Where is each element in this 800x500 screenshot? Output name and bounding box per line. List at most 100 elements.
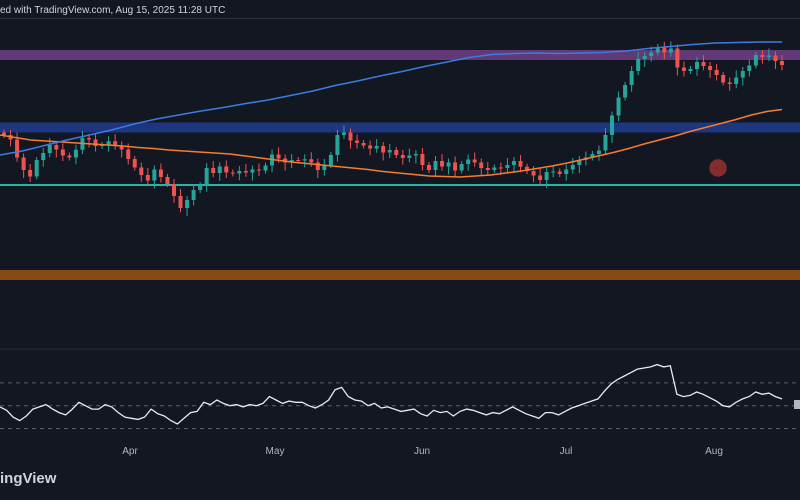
candle-body	[649, 52, 654, 56]
candle-body	[86, 138, 91, 140]
x-axis-label: Apr	[122, 446, 138, 457]
candle-body	[237, 171, 242, 174]
candle-body	[315, 162, 320, 170]
candle-body	[394, 150, 399, 155]
candle-body	[623, 85, 628, 98]
candle-body	[525, 166, 530, 171]
candle-body	[708, 66, 713, 70]
moving-average-slow-line	[0, 41, 782, 156]
candle-body	[531, 171, 536, 176]
candle-body	[263, 165, 268, 171]
candle-body	[662, 47, 667, 53]
candle-body	[472, 159, 477, 163]
candle-body	[152, 169, 157, 181]
moving-average-fast-line	[0, 108, 783, 178]
resistance-zone-purple	[0, 50, 800, 60]
header-divider	[0, 18, 800, 19]
zones-layer	[0, 50, 800, 280]
candle-body	[721, 75, 726, 83]
candle-body	[198, 185, 203, 190]
candle-body	[740, 71, 745, 78]
candle-body	[60, 149, 65, 156]
candle-body	[341, 132, 346, 135]
candle-body	[498, 167, 503, 169]
candle-body	[368, 145, 373, 149]
candle-body	[256, 169, 261, 171]
candle-body	[126, 149, 131, 159]
candle-body	[433, 161, 438, 170]
candle-body	[466, 159, 471, 164]
candle-body	[610, 115, 615, 135]
candle-body	[407, 155, 412, 158]
candle-body	[616, 97, 621, 116]
candle-body	[734, 77, 739, 84]
candle-body	[93, 139, 98, 146]
candle-body	[250, 169, 255, 173]
candle-body	[47, 145, 52, 153]
candle-body	[185, 200, 190, 208]
candle-body	[145, 175, 150, 181]
candle-body	[217, 166, 222, 173]
candle-body	[296, 160, 301, 161]
candle-body	[309, 159, 314, 163]
candle-body	[629, 71, 634, 85]
candle-body	[178, 196, 183, 208]
rsi-line	[0, 363, 783, 425]
candle-body	[603, 135, 608, 151]
candle-body	[21, 157, 26, 170]
candle-body	[479, 162, 484, 168]
candle-body	[243, 171, 248, 173]
candle-body	[570, 165, 575, 170]
candle-body	[211, 168, 216, 173]
candle-body	[400, 155, 405, 158]
candle-body	[139, 167, 144, 175]
candle-body	[459, 164, 464, 171]
candle-body	[747, 65, 752, 71]
candle-body	[355, 140, 360, 143]
candle-body	[335, 135, 340, 155]
candle-body	[714, 70, 719, 75]
x-axis-label: Jun	[414, 446, 430, 457]
candle-body	[67, 155, 72, 158]
candle-body	[361, 143, 366, 146]
candle-body	[505, 165, 510, 168]
candle-body	[289, 160, 294, 163]
candle-body	[518, 161, 523, 167]
candle-body	[590, 154, 595, 158]
support-zone-orange	[0, 270, 800, 280]
candle-body	[773, 55, 778, 61]
candle-body	[426, 165, 431, 170]
candle-body	[106, 141, 111, 145]
candle-body	[760, 55, 765, 57]
candle-body	[100, 145, 105, 146]
chart-header-text: ed with TradingView.com, Aug 15, 2025 11…	[0, 5, 226, 16]
candle-body	[276, 154, 281, 159]
candle-body	[688, 69, 693, 71]
candle-body	[420, 154, 425, 165]
candle-body	[165, 177, 170, 184]
candle-body	[766, 55, 771, 57]
candle-body	[41, 153, 46, 160]
candle-body	[577, 160, 582, 165]
candle-body	[485, 168, 490, 170]
candle-body	[302, 159, 307, 161]
candle-body	[780, 61, 784, 65]
candle-body	[34, 160, 39, 177]
candle-body	[322, 165, 327, 170]
candle-body	[668, 48, 673, 53]
candle-body	[511, 161, 516, 165]
candle-body	[113, 141, 118, 146]
candle-body	[564, 169, 569, 174]
top-bar: ed with TradingView.com, Aug 15, 2025 11…	[0, 0, 800, 22]
candle-body	[446, 162, 451, 167]
x-axis: Apr May Jun Jul Aug	[122, 446, 723, 457]
bottom-strip	[0, 462, 800, 500]
candle-body	[387, 150, 392, 153]
candle-body	[596, 150, 601, 154]
candle-body	[551, 171, 556, 173]
crossover-marker	[709, 159, 727, 177]
candle-body	[753, 55, 758, 66]
candle-body	[119, 145, 124, 150]
candle-body	[374, 146, 379, 149]
